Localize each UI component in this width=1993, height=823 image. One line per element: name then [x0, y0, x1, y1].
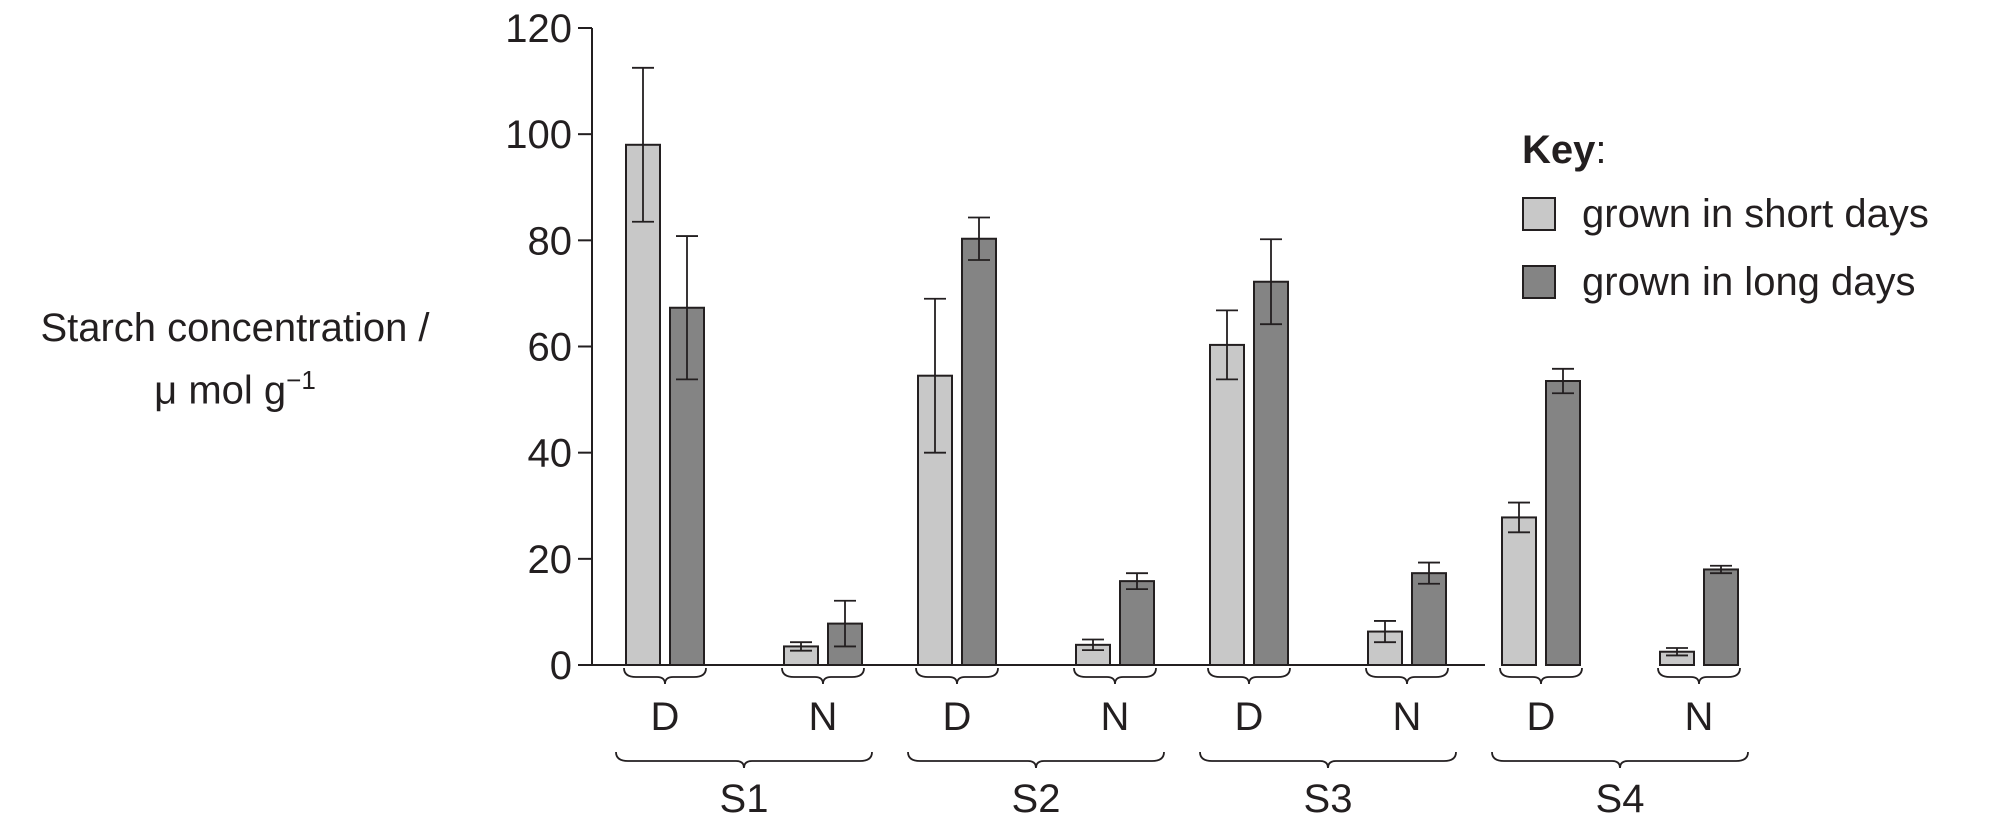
x-subgroup-label: D	[1527, 695, 1556, 739]
bar-s3-n-long-days	[1411, 572, 1447, 666]
y-axis-label-unit: μ mol g−1	[0, 354, 470, 416]
group-brace	[1199, 751, 1457, 769]
y-tick-label: 40	[528, 432, 573, 476]
subgroup-brace	[1657, 667, 1741, 685]
legend-swatch-long-days	[1522, 265, 1556, 299]
legend-item-long-days: grown in long days	[1522, 248, 1929, 316]
x-group-label: S1	[720, 777, 769, 821]
bar-s1-d-short-days	[625, 143, 661, 667]
y-tick-label: 60	[528, 326, 573, 370]
y-tick-label: 120	[505, 7, 572, 51]
legend-item-short-days: grown in short days	[1522, 180, 1929, 248]
x-subgroup-label: D	[1235, 695, 1264, 739]
x-subgroup-label: D	[651, 695, 680, 739]
bar-s4-d-short-days	[1501, 516, 1537, 667]
bar-s3-d-short-days	[1209, 343, 1245, 666]
y-tick-label: 100	[505, 113, 572, 157]
y-axis-label-line1: Starch concentration /	[40, 306, 430, 350]
y-axis-unit-exponent: −1	[286, 365, 316, 395]
x-group-label: S2	[1012, 777, 1061, 821]
subgroup-brace	[1365, 667, 1449, 685]
group-brace	[907, 751, 1165, 769]
bar-s2-d-long-days	[961, 237, 997, 666]
subgroup-brace	[781, 667, 865, 685]
subgroup-brace	[1073, 667, 1157, 685]
legend-label-short-days: grown in short days	[1582, 191, 1929, 236]
bar-s3-d-long-days	[1253, 280, 1289, 666]
subgroup-brace	[1207, 667, 1291, 685]
x-group-label: S4	[1596, 777, 1645, 821]
y-tick-label: 0	[550, 644, 572, 688]
x-subgroup-label: N	[1685, 695, 1714, 739]
x-group-label: S3	[1304, 777, 1353, 821]
legend-label-long-days: grown in long days	[1582, 259, 1916, 304]
legend-title: Key:	[1522, 120, 1929, 180]
x-subgroup-label: N	[809, 695, 838, 739]
bar-s4-d-long-days	[1545, 380, 1581, 666]
legend-title-text: Key	[1522, 128, 1596, 172]
y-axis-unit-text: μ mol g	[154, 368, 287, 413]
subgroup-brace	[915, 667, 999, 685]
legend-swatch-short-days	[1522, 197, 1556, 231]
subgroup-brace	[623, 667, 707, 685]
y-tick-label: 20	[528, 538, 573, 582]
y-axis-label: Starch concentration / μ mol g−1	[0, 302, 470, 416]
bar-s2-n-long-days	[1119, 580, 1155, 667]
y-tick-label: 80	[528, 219, 573, 263]
x-subgroup-label: D	[943, 695, 972, 739]
subgroup-brace	[1499, 667, 1583, 685]
legend: Key: grown in short days grown in long d…	[1522, 120, 1929, 316]
x-subgroup-label: N	[1101, 695, 1130, 739]
bar-s4-n-long-days	[1703, 568, 1739, 667]
group-brace	[615, 751, 873, 769]
group-brace	[1491, 751, 1749, 769]
legend-title-colon: :	[1595, 128, 1607, 172]
x-subgroup-label: N	[1393, 695, 1422, 739]
